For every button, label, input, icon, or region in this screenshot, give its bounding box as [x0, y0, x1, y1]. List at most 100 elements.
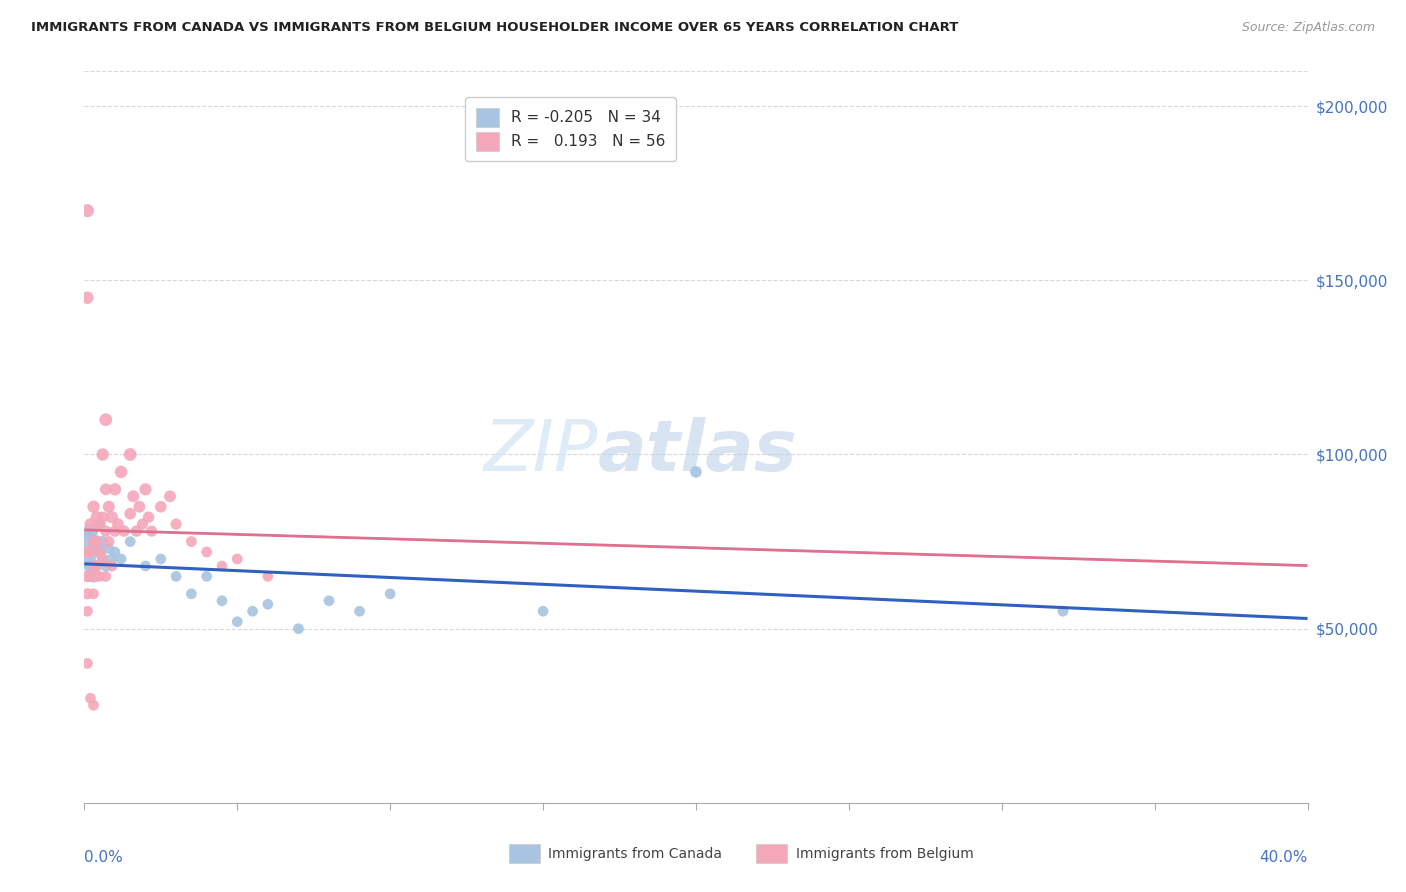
Point [76, 552, 98, 566]
Point [195, 545, 218, 559]
Point [180, 534, 202, 549]
Point [107, 517, 129, 532]
Point [97, 500, 120, 514]
Point [89, 545, 111, 559]
Point [79, 524, 101, 538]
Point [104, 483, 127, 497]
Point [79, 545, 101, 559]
Point [101, 552, 124, 566]
Point [76, 569, 98, 583]
Point [110, 552, 132, 566]
Point [112, 524, 135, 538]
Point [76, 587, 98, 601]
Point [1052, 604, 1074, 618]
Point [128, 500, 150, 514]
Point [257, 597, 280, 611]
Point [79, 517, 101, 532]
Point [83, 587, 105, 601]
Point [165, 569, 187, 583]
Point [91, 534, 114, 549]
Point [94, 483, 117, 497]
Point [76, 545, 98, 559]
Point [89, 545, 111, 559]
Point [226, 552, 249, 566]
Point [91, 552, 114, 566]
Point [86, 569, 108, 583]
Point [91, 510, 114, 524]
Point [83, 534, 105, 549]
Point [149, 500, 172, 514]
Point [138, 510, 160, 524]
Point [195, 569, 218, 583]
Point [79, 691, 101, 706]
Point [76, 291, 98, 305]
Point [242, 604, 264, 618]
Point [86, 534, 108, 549]
Point [94, 558, 117, 573]
Point [531, 604, 554, 618]
Point [76, 657, 98, 671]
Text: ZIP: ZIP [484, 417, 598, 486]
Point [159, 489, 181, 503]
Point [76, 203, 98, 218]
Point [120, 534, 142, 549]
Point [211, 594, 233, 608]
Point [97, 541, 120, 556]
Point [89, 517, 111, 532]
Point [86, 534, 108, 549]
Point [349, 604, 371, 618]
Point [211, 558, 233, 573]
Point [86, 558, 108, 573]
Text: IMMIGRANTS FROM CANADA VS IMMIGRANTS FROM BELGIUM HOUSEHOLDER INCOME OVER 65 YEA: IMMIGRANTS FROM CANADA VS IMMIGRANTS FRO… [31, 21, 959, 34]
Legend: R = -0.205   N = 34, R =   0.193   N = 56: R = -0.205 N = 34, R = 0.193 N = 56 [465, 97, 676, 161]
Point [318, 594, 340, 608]
Point [83, 500, 105, 514]
Point [135, 558, 157, 573]
Point [89, 569, 111, 583]
Point [135, 483, 157, 497]
Point [131, 517, 153, 532]
Point [380, 587, 402, 601]
Point [165, 517, 187, 532]
Text: Immigrants from Canada: Immigrants from Canada [548, 847, 723, 861]
FancyBboxPatch shape [509, 844, 540, 863]
Point [141, 524, 163, 538]
Point [83, 569, 105, 583]
Point [89, 517, 111, 532]
Text: 0.0%: 0.0% [84, 850, 124, 865]
Point [122, 489, 145, 503]
Point [91, 448, 114, 462]
Point [83, 541, 105, 556]
Point [685, 465, 707, 479]
FancyBboxPatch shape [756, 844, 787, 863]
Point [104, 524, 127, 538]
Point [149, 552, 172, 566]
Text: Source: ZipAtlas.com: Source: ZipAtlas.com [1241, 21, 1375, 34]
Point [101, 558, 124, 573]
Point [110, 465, 132, 479]
Point [94, 412, 117, 426]
Point [86, 510, 108, 524]
Text: atlas: atlas [598, 417, 797, 486]
Point [257, 569, 280, 583]
Point [226, 615, 249, 629]
Point [94, 524, 117, 538]
Point [287, 622, 309, 636]
Point [104, 545, 127, 559]
Point [101, 510, 124, 524]
Point [76, 534, 98, 549]
Text: Immigrants from Belgium: Immigrants from Belgium [796, 847, 973, 861]
Point [91, 552, 114, 566]
Point [125, 524, 148, 538]
Point [79, 569, 101, 583]
Point [86, 558, 108, 573]
Point [120, 507, 142, 521]
Text: 40.0%: 40.0% [1260, 850, 1308, 865]
Point [180, 587, 202, 601]
Point [97, 534, 120, 549]
Point [76, 604, 98, 618]
Point [79, 558, 101, 573]
Point [120, 448, 142, 462]
Point [83, 558, 105, 573]
Point [83, 698, 105, 713]
